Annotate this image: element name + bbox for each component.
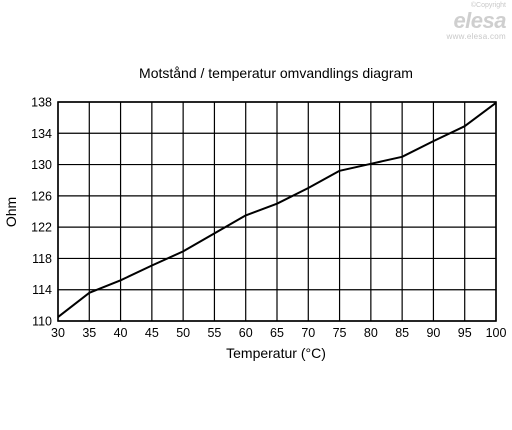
x-axis-label: Temperatur (°C) [226,345,326,361]
x-tick-label: 90 [426,326,440,340]
y-tick-label: 122 [31,221,52,235]
x-tick-label: 80 [364,326,378,340]
x-tick-label: 70 [301,326,315,340]
x-tick-label: 95 [458,326,472,340]
x-tick-label: 60 [239,326,253,340]
grid [57,101,497,322]
y-tick-label: 130 [31,158,52,172]
y-tick-label: 114 [32,283,52,297]
watermark-url: www.elesa.com [446,32,506,41]
watermark-copyright: ©Copyright [470,2,506,9]
y-tick-label: 138 [31,96,52,110]
watermark: ©Copyright elesa www.elesa.com [426,2,507,41]
x-tick-label: 35 [82,326,96,340]
y-axis-label: Ohm [3,197,19,227]
y-tick-labels: 110 114 118 122 126 130 134 138 [31,96,52,329]
y-tick-label: 134 [31,127,52,141]
elesa-logo: elesa [453,8,506,33]
x-tick-labels: 30 35 40 45 50 55 60 65 70 75 80 85 90 95 100 [51,326,506,340]
x-tick-label: 65 [270,326,284,340]
x-tick-label: 40 [114,326,128,340]
y-tick-label: 110 [32,315,52,329]
x-tick-label: 45 [145,326,159,340]
x-tick-label: 75 [333,326,347,340]
data-points [57,102,497,318]
y-tick-label: 126 [31,189,52,203]
y-tick-label: 118 [32,252,52,266]
x-tick-label: 50 [176,326,190,340]
x-tick-label: 85 [395,326,409,340]
chart-title: Motstånd / temperatur omvandlings diagra… [139,65,413,81]
series-line [57,101,497,318]
x-tick-label: 55 [207,326,221,340]
x-tick-label: 30 [51,326,65,340]
x-tick-label: 100 [486,326,507,340]
plot-frame [57,101,497,322]
